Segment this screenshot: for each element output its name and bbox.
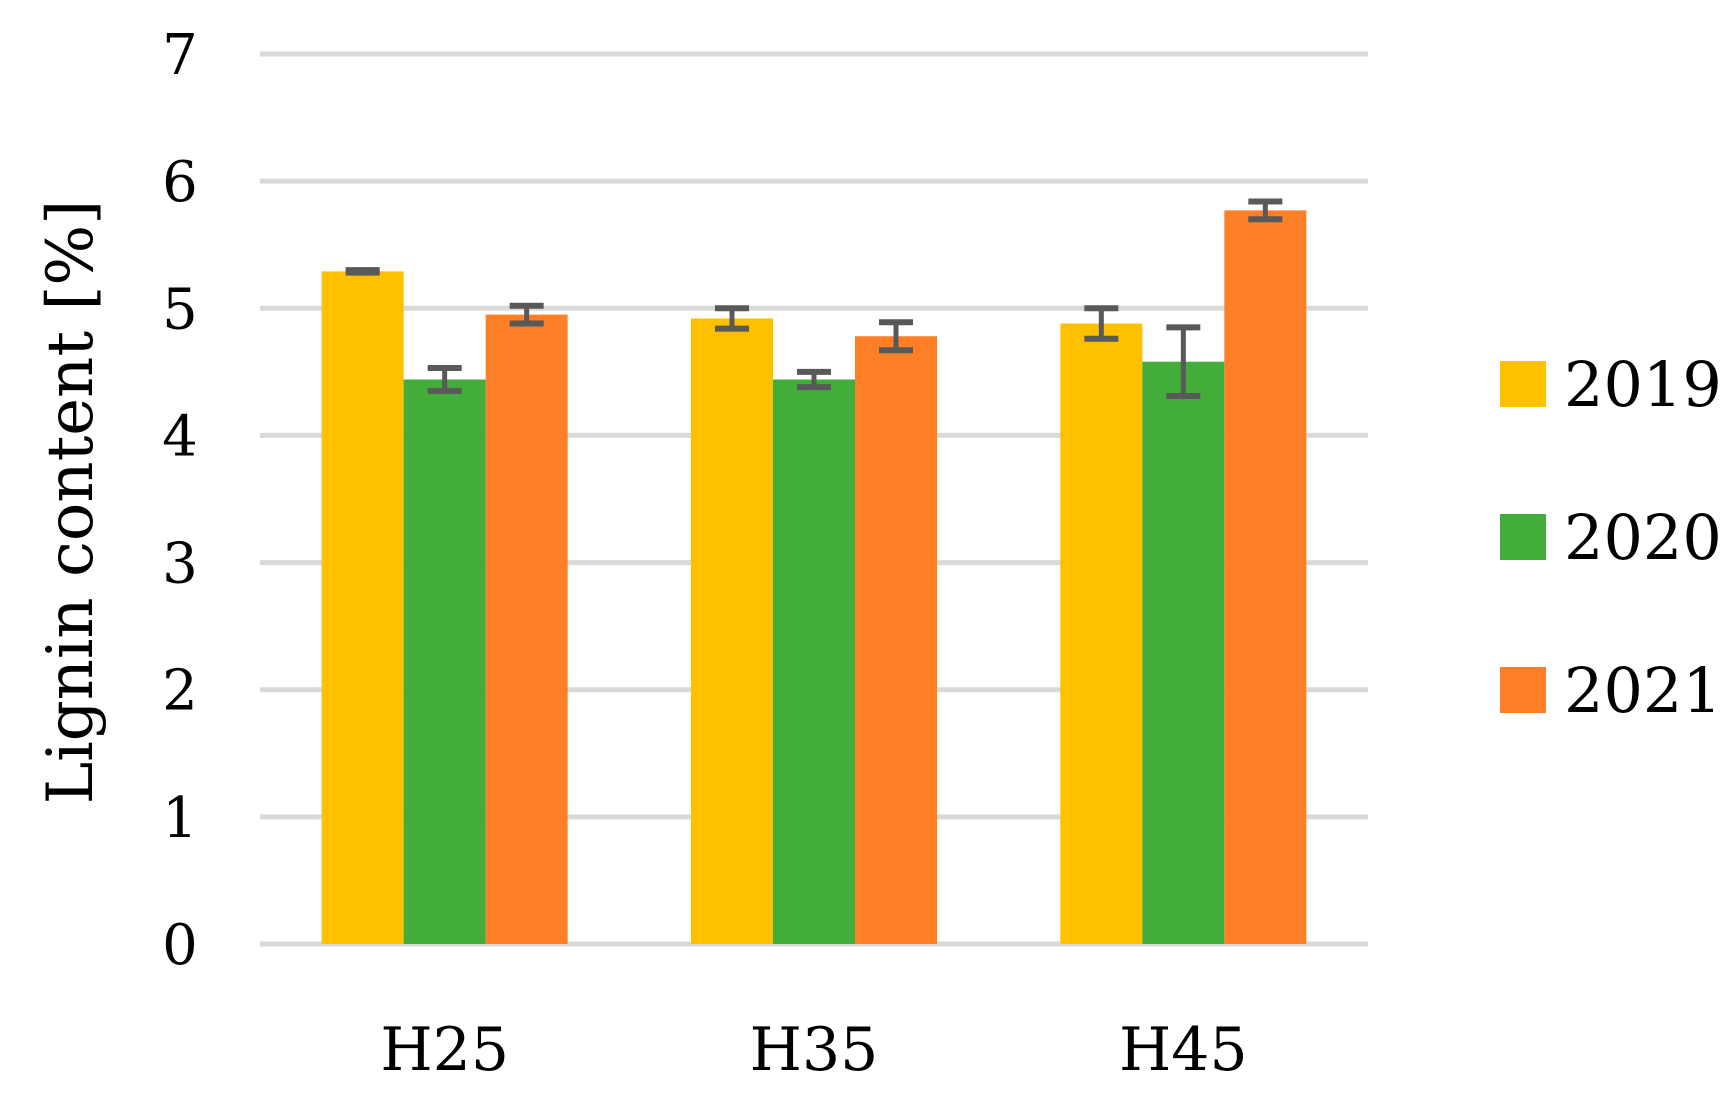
bar-h45-2021: [1224, 210, 1307, 944]
error-bar-h35-2021: [879, 319, 913, 354]
legend-item-2020: 2020: [1500, 501, 1722, 574]
error-bars: [345, 198, 1283, 400]
error-bar-h25-2021: [509, 302, 544, 327]
legend-item-2019: 2019: [1500, 348, 1722, 421]
error-bar-h45-2021: [1248, 198, 1283, 223]
legend: 2019 2020 2021: [1500, 348, 1722, 727]
y-tick-label: 4: [162, 404, 198, 469]
bar-h45-2020: [1142, 361, 1225, 945]
y-tick-label: 1: [162, 786, 198, 851]
y-tick-label: 0: [162, 913, 198, 978]
legend-label: 2020: [1564, 501, 1722, 574]
bar-h35-2020: [773, 379, 855, 944]
y-tick-label: 6: [162, 150, 198, 215]
y-tick-label: 5: [162, 277, 198, 342]
error-bar-h25-2020: [427, 365, 462, 394]
legend-swatch: [1500, 361, 1546, 407]
bar-h25-2021: [485, 314, 568, 945]
x-category-label: H45: [1119, 1015, 1248, 1085]
legend-label: 2019: [1564, 348, 1722, 421]
legend-swatch: [1500, 667, 1546, 713]
y-axis-title: Lignin content [%]: [34, 200, 108, 804]
error-bar-h45-2019: [1084, 305, 1119, 342]
x-category-label: H25: [380, 1015, 509, 1085]
bar-h25-2019: [321, 271, 404, 944]
y-axis-ticks: 0 1 2 3 4 5 6 7: [162, 23, 198, 978]
error-bar-h35-2020: [797, 368, 831, 391]
bar-h25-2020: [403, 379, 486, 944]
legend-swatch: [1500, 514, 1546, 560]
bar-h35-2019: [691, 318, 773, 944]
error-bar-h45-2020: [1166, 324, 1201, 400]
y-tick-label: 3: [162, 532, 198, 597]
y-tick-label: 7: [162, 23, 198, 88]
y-tick-label: 2: [162, 659, 198, 724]
error-bar-h35-2019: [715, 305, 749, 332]
x-category-label: H35: [750, 1015, 879, 1085]
bar-h45-2019: [1060, 323, 1143, 944]
bar-h35-2021: [855, 336, 937, 944]
bars: [321, 210, 1307, 945]
x-axis-categories: H25 H35 H45: [380, 1015, 1247, 1085]
legend-label: 2021: [1564, 654, 1722, 727]
legend-item-2021: 2021: [1500, 654, 1722, 727]
error-bar-h25-2019: [345, 267, 380, 276]
